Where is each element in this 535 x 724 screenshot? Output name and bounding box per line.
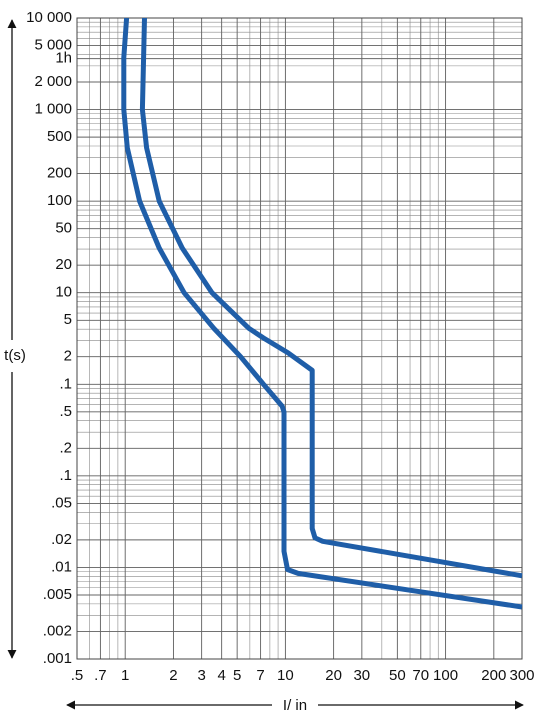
curve bbox=[121, 17, 523, 610]
y-tick-label: 1 000 bbox=[34, 101, 72, 118]
y-tick-label: 500 bbox=[47, 128, 72, 145]
y-tick-label: 1h bbox=[55, 50, 72, 67]
y-tick-label: .5 bbox=[59, 403, 72, 420]
x-tick-label: 50 bbox=[389, 667, 406, 684]
y-tick-label: 50 bbox=[55, 220, 72, 237]
x-tick-label: 70 bbox=[412, 667, 429, 684]
y-tick-label: .01 bbox=[51, 558, 72, 575]
x-tick-label: 2 bbox=[169, 667, 177, 684]
y-tick-label: 200 bbox=[47, 165, 72, 182]
y-tick-label: 5 bbox=[64, 311, 72, 328]
x-tick-label: .5 bbox=[71, 667, 84, 684]
x-tick-label: 200 bbox=[481, 667, 506, 684]
x-tick-label: .7 bbox=[94, 667, 107, 684]
y-tick-label: .2 bbox=[59, 439, 72, 456]
y-tick-label: 2 000 bbox=[34, 73, 72, 90]
x-tick-label: 5 bbox=[233, 667, 241, 684]
x-axis-label: I/ in bbox=[283, 697, 307, 714]
y-tick-label: .002 bbox=[43, 622, 72, 639]
y-tick-label: 10 000 bbox=[26, 9, 72, 26]
x-tick-label: 7 bbox=[256, 667, 264, 684]
y-tick-label: 5 000 bbox=[34, 37, 72, 54]
x-tick-label: 1 bbox=[121, 667, 129, 684]
x-tick-label: 10 bbox=[277, 667, 294, 684]
y-tick-label: .001 bbox=[43, 650, 72, 667]
curve bbox=[139, 17, 523, 579]
y-tick-label: .1 bbox=[59, 375, 72, 392]
y-tick-label: .1 bbox=[59, 467, 72, 484]
y-tick-label: .005 bbox=[43, 586, 72, 603]
y-axis-label: t(s) bbox=[4, 347, 26, 364]
x-tick-label: 20 bbox=[325, 667, 342, 684]
y-tick-label: 10 bbox=[55, 284, 72, 301]
x-tick-label: 3 bbox=[197, 667, 205, 684]
y-tick-label: .02 bbox=[51, 531, 72, 548]
y-tick-label: 20 bbox=[55, 256, 72, 273]
x-tick-label: 4 bbox=[217, 667, 225, 684]
y-tick-label: 2 bbox=[64, 348, 72, 365]
x-tick-label: 30 bbox=[353, 667, 370, 684]
plot-frame bbox=[76, 17, 523, 660]
x-tick-label: 300 bbox=[509, 667, 534, 684]
y-tick-label: .05 bbox=[51, 494, 72, 511]
x-tick-label: 100 bbox=[433, 667, 458, 684]
y-tick-label: 100 bbox=[47, 192, 72, 209]
